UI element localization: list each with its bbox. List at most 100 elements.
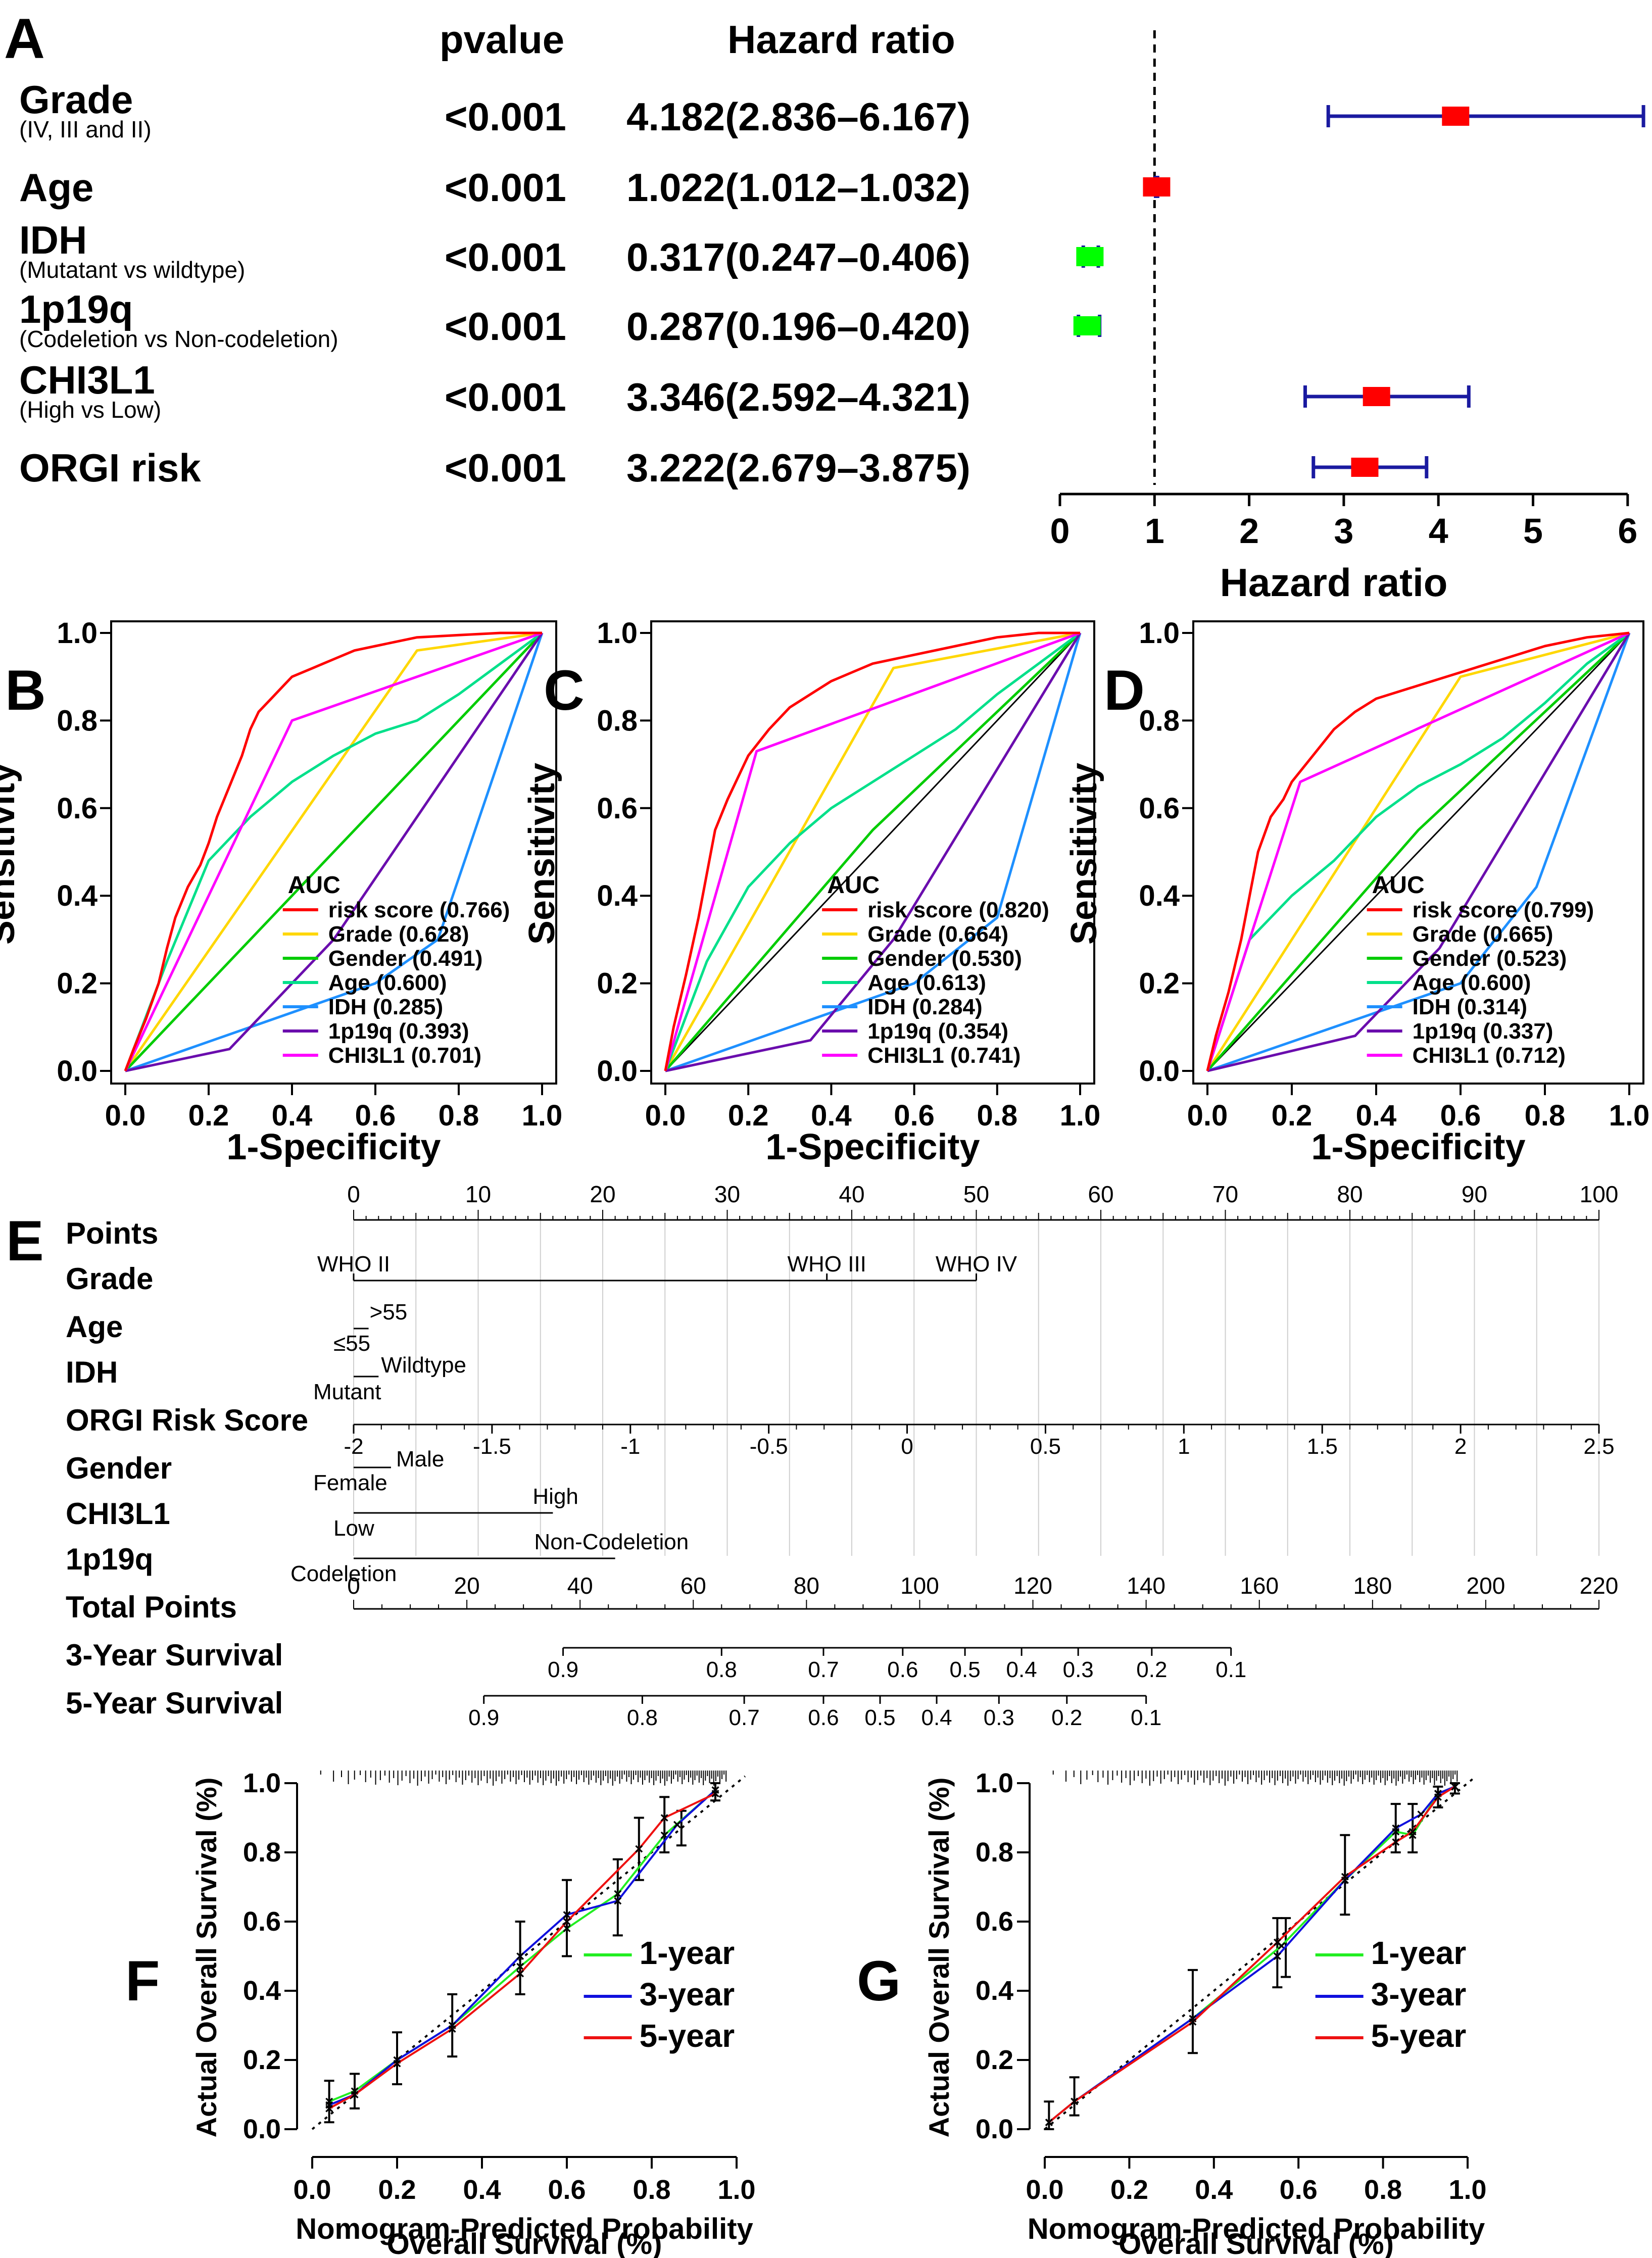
points-tick-label: 50 [963, 1181, 989, 1207]
x-tick-label: 0.0 [645, 1099, 686, 1132]
x-tick-label: 0 [1050, 511, 1070, 551]
legend-label: 1p19q (0.393) [328, 1019, 469, 1044]
hr-marker [1363, 387, 1390, 406]
surv3-tick-label: 0.9 [548, 1657, 578, 1682]
x-axis-label: 1-Specificity [226, 1127, 441, 1167]
risk-tick-label: -1 [620, 1434, 640, 1459]
plot-frame [110, 620, 557, 1085]
row-hazard-ratio: 1.022(1.012–1.032) [626, 165, 970, 210]
calibration-point: × [1045, 2114, 1054, 2131]
y-tick-label: 0.0 [976, 2114, 1013, 2144]
pvalue-header: pvalue [440, 17, 564, 62]
roc-plot-d: 0.00.0 0.2 0.2 0.4 0.4 0.6 0.6 0.8 0.8 1.0 1.0 1-Sp… [1064, 617, 1649, 1167]
points-tick-label: 40 [839, 1181, 864, 1207]
points-tick-label: 60 [1088, 1181, 1113, 1207]
surv3-tick-label: 0.5 [950, 1657, 981, 1682]
risk-tick-label: 0.5 [1030, 1434, 1061, 1459]
row-name: 1p19q [19, 287, 133, 331]
calibration-point: × [1408, 1827, 1417, 1844]
x-tick-label: 0.0 [1187, 1099, 1228, 1132]
calibration-point: × [325, 2097, 334, 2114]
hr-marker [1073, 316, 1101, 335]
legend-label: Grade (0.665) [1413, 922, 1553, 947]
age-level-label: >55 [370, 1300, 408, 1324]
x-tick-label: 0.2 [728, 1099, 769, 1132]
calibration-point: × [1045, 2114, 1054, 2131]
surv5-tick-label: 0.6 [808, 1705, 839, 1730]
points-tick-label: 70 [1212, 1181, 1238, 1207]
idh-level-label: Mutant [313, 1380, 381, 1404]
y-tick-label: 0.2 [976, 2045, 1013, 2075]
row-name: CHI3L1 [19, 358, 155, 402]
legend-label: Gender (0.523) [1413, 946, 1567, 971]
legend-label: risk score (0.820) [867, 898, 1049, 922]
nomogram: Points Grade Age IDH ORGI Risk Score Gender CH… [66, 1181, 1618, 1730]
legend-label: Age (0.613) [867, 970, 986, 995]
grade-level-label: WHO III [787, 1252, 866, 1277]
y-tick-label: 0.8 [1139, 704, 1180, 737]
x-tick-label: 3 [1334, 511, 1353, 551]
row-pvalue: <0.001 [445, 375, 566, 419]
risk-tick-label: 1.5 [1307, 1434, 1338, 1459]
calibration-plot-f: 0.0 0.0 0.2 0.2 0.4 0.4 0.6 0.6 0.8 0.8 1.0 1.0 Nomo… [190, 1768, 756, 2258]
row-hazard-ratio: 0.287(0.196–0.420) [626, 304, 970, 349]
x-tick-label: 4 [1429, 511, 1448, 551]
row-pvalue: <0.001 [445, 94, 566, 139]
nomogram-row-label: IDH [66, 1355, 118, 1389]
grade-level-label: WHO IV [936, 1252, 1017, 1277]
y-tick-label: 0.8 [597, 704, 638, 737]
legend-label: IDH (0.285) [328, 995, 443, 1019]
y-axis-label: Sensitivity [522, 763, 562, 945]
calibration-point: × [673, 1817, 682, 1833]
legend-label: 3-year [1371, 1976, 1467, 2012]
surv3-tick-label: 0.2 [1136, 1657, 1167, 1682]
x-tick-label: 0.6 [1440, 1099, 1481, 1132]
nomogram-row-label: Total Points [66, 1590, 237, 1624]
x-tick-label: 0.2 [188, 1099, 229, 1132]
calibration-point: × [516, 1948, 525, 1965]
y-tick-label: 0.4 [597, 879, 638, 912]
roc-curve [1207, 632, 1631, 1072]
total-points-tick-label: 100 [900, 1573, 939, 1599]
legend-label: Gender (0.491) [328, 946, 483, 971]
x-tick-label: 0.4 [272, 1099, 313, 1132]
y-tick-label: 0.4 [1139, 879, 1180, 912]
calibration-point: × [1273, 1934, 1282, 1951]
points-tick-label: 20 [590, 1181, 615, 1207]
y-tick-label: 0.6 [1139, 792, 1180, 825]
calibration-point: × [562, 1913, 571, 1930]
y-tick-label: 0.8 [57, 704, 98, 737]
y-tick-label: 0.6 [597, 792, 638, 825]
surv3-tick-label: 0.7 [808, 1657, 839, 1682]
gender-level-label: Female [313, 1470, 387, 1495]
points-tick-label: 90 [1462, 1181, 1487, 1207]
total-points-tick-label: 120 [1013, 1573, 1052, 1599]
surv5-tick-label: 0.1 [1131, 1705, 1161, 1730]
x-axis-label: Hazard ratio [1220, 560, 1448, 605]
risk-tick-label: 2.5 [1583, 1434, 1614, 1459]
legend-label: 1p19q (0.354) [867, 1019, 1008, 1044]
chi3l1-level-label: Low [333, 1516, 374, 1541]
legend-label: Gender (0.530) [867, 946, 1022, 971]
row-subtitle: (Mutatant vs wildtype) [19, 257, 245, 283]
calibration-point: × [1391, 1834, 1400, 1850]
x-tick-label: 0.6 [548, 2175, 586, 2205]
x-tick-label: 0.0 [1026, 2175, 1063, 2205]
x-tick-label: 2 [1239, 511, 1259, 551]
total-points-tick-label: 40 [567, 1573, 593, 1599]
diagonal-reference [1206, 632, 1630, 1072]
nomogram-row-label: 5-Year Survival [66, 1686, 283, 1720]
panel-label-d: D [1104, 659, 1145, 722]
y-tick-label: 1.0 [597, 617, 638, 650]
calibration-point: × [1188, 2014, 1197, 2031]
legend-label: Age (0.600) [1413, 970, 1531, 995]
calibration-point: × [613, 1893, 622, 1909]
calibration-point: × [1450, 1779, 1460, 1795]
p1p19q-level-label: Codeletion [290, 1561, 397, 1586]
row-name: ORGI risk [19, 446, 201, 490]
total-points-tick-label: 0 [347, 1573, 360, 1599]
total-points-tick-label: 140 [1127, 1573, 1165, 1599]
nomogram-row-label: Points [66, 1216, 158, 1250]
y-tick-label: 0.2 [243, 2045, 281, 2075]
roc-curve [664, 631, 1081, 1071]
